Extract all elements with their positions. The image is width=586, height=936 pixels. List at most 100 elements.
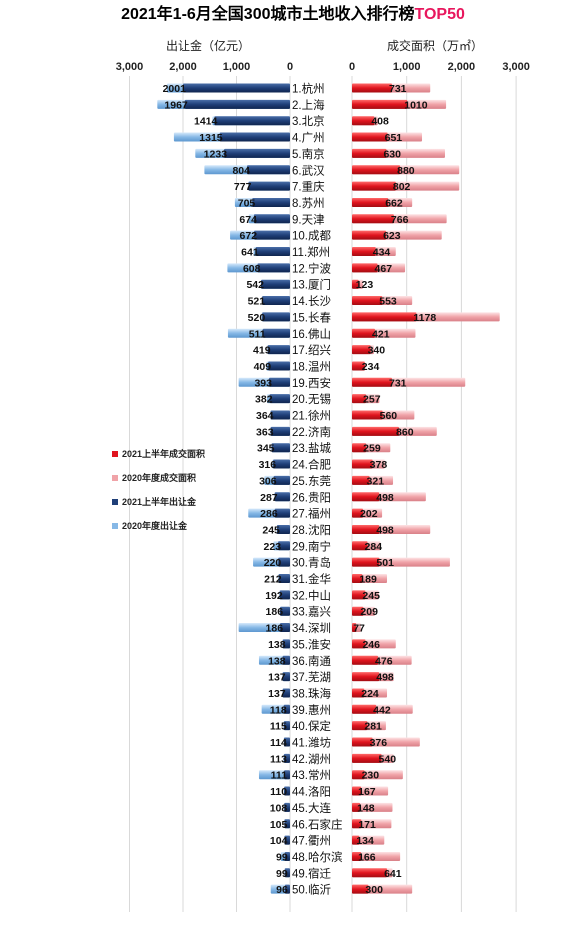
row-42: 113 42.湖州 540 bbox=[270, 752, 396, 766]
area-value-label: 189 bbox=[359, 574, 377, 586]
row-45: 108 45.大连 148 bbox=[270, 801, 393, 815]
fee-value-label: 672 bbox=[240, 230, 258, 242]
bar-fee-2021 bbox=[284, 884, 290, 894]
fee-value-label: 316 bbox=[259, 459, 277, 471]
bar-fee-2021 bbox=[267, 345, 290, 355]
area-value-label: 467 bbox=[375, 263, 393, 275]
bar-fee-2021 bbox=[214, 116, 290, 126]
area-value-label: 501 bbox=[376, 557, 394, 569]
row-4: 1315 4.广州 651 bbox=[173, 132, 423, 145]
bar-area-2021 bbox=[352, 884, 369, 894]
city-label: 7.重庆 bbox=[292, 180, 325, 194]
fee-value-label: 409 bbox=[254, 361, 272, 373]
left-tick-label: 3,000 bbox=[116, 61, 144, 73]
bar-area-2021 bbox=[352, 541, 368, 551]
row-41: 114 41.潍坊 376 bbox=[270, 736, 420, 750]
right-axis-ticks: 0 1,000 2,000 3,000 bbox=[349, 61, 530, 73]
area-value-label: 77 bbox=[353, 623, 365, 635]
city-label: 43.常州 bbox=[292, 769, 331, 782]
fee-value-label: 1967 bbox=[164, 99, 188, 111]
row-2: 1967 2.上海 1010 bbox=[157, 98, 447, 112]
area-value-label: 378 bbox=[370, 459, 388, 471]
area-value-label: 434 bbox=[373, 247, 391, 259]
bar-area-2021 bbox=[352, 345, 371, 355]
legend: 2021上半年成交面积 2020年度成交面积 2021上半年出让金 2020年度出让金 bbox=[112, 448, 205, 531]
row-43: 111 43.常州 230 bbox=[258, 769, 403, 782]
bar-area-2021 bbox=[352, 819, 362, 829]
bar-area-2021 bbox=[352, 279, 359, 289]
bar-fee-2021 bbox=[270, 426, 290, 436]
bar-area-2021 bbox=[352, 802, 361, 812]
area-value-label: 134 bbox=[356, 835, 374, 847]
bar-area-2021 bbox=[352, 148, 387, 158]
row-19: 393 19.西安 731 bbox=[238, 376, 466, 390]
bar-area-2021 bbox=[352, 688, 365, 698]
city-label: 24.合肥 bbox=[292, 458, 331, 472]
row-48: 99 48.哈尔滨 166 bbox=[276, 850, 401, 864]
area-value-label: 540 bbox=[379, 753, 397, 765]
row-3: 1414 3.北京 408 bbox=[194, 114, 389, 128]
chart-title-accent: TOP50 bbox=[415, 6, 466, 23]
chart-title: 2021年1-6月全国300城市土地收入排行榜TOP50 bbox=[121, 4, 465, 23]
city-label: 11.郑州 bbox=[292, 245, 330, 259]
row-10: 672 10.成都 623 bbox=[230, 230, 442, 243]
row-26: 287 26.贵阳 498 bbox=[260, 491, 426, 504]
area-value-label: 1178 bbox=[413, 312, 436, 324]
fee-value-label: 111 bbox=[271, 770, 288, 782]
area-value-label: 166 bbox=[358, 851, 376, 863]
bar-area-2021 bbox=[352, 116, 375, 126]
bar-fee-2021 bbox=[282, 672, 290, 682]
fee-value-label: 393 bbox=[254, 377, 272, 389]
row-29: 223 29.南宁 284 bbox=[264, 539, 383, 553]
fee-value-label: 99 bbox=[276, 868, 288, 880]
city-label: 22.济南 bbox=[292, 425, 331, 439]
fee-value-label: 137 bbox=[268, 688, 286, 700]
area-value-label: 421 bbox=[372, 328, 390, 340]
bar-area-2020 bbox=[352, 835, 385, 845]
city-label: 49.宿迁 bbox=[292, 866, 331, 880]
bar-area-2021 bbox=[352, 492, 380, 502]
area-value-label: 340 bbox=[368, 345, 386, 357]
bar-fee-2021 bbox=[224, 148, 290, 158]
area-value-label: 498 bbox=[376, 524, 394, 536]
left-tick-label: 1,000 bbox=[223, 61, 251, 73]
city-label: 32.中山 bbox=[292, 589, 331, 602]
row-13: 542 13.厦门 123 bbox=[246, 278, 373, 292]
bar-fee-2021 bbox=[262, 296, 290, 306]
city-label: 20.无锡 bbox=[292, 392, 331, 406]
bar-area-2021 bbox=[352, 426, 400, 436]
bar-area-2021 bbox=[352, 247, 376, 256]
row-50: 96 50.临沂 300 bbox=[270, 883, 413, 897]
row-5: 1233 5.南京 630 bbox=[195, 147, 445, 161]
bar-area-2021 bbox=[352, 165, 401, 175]
city-label: 13.厦门 bbox=[292, 278, 331, 292]
city-label: 45.大连 bbox=[292, 801, 331, 815]
bar-area-2021 bbox=[352, 786, 362, 796]
bar-area-2020 bbox=[352, 770, 403, 780]
bar-fee-2021 bbox=[284, 786, 290, 796]
city-label: 31.金华 bbox=[292, 572, 331, 586]
bar-fee-2021 bbox=[268, 377, 290, 387]
row-11: 641 11.郑州 434 bbox=[241, 245, 396, 259]
bar-area-2021 bbox=[352, 590, 366, 600]
area-value-label: 731 bbox=[389, 83, 407, 95]
row-25: 306 25.东莞 321 bbox=[259, 475, 394, 488]
row-27: 286 27.福州 202 bbox=[248, 507, 383, 521]
row-30: 220 30.青岛 501 bbox=[253, 556, 450, 570]
area-value-label: 257 bbox=[363, 394, 381, 406]
area-value-label: 641 bbox=[384, 868, 402, 880]
city-label: 50.临沂 bbox=[292, 883, 331, 897]
city-label: 37.芜湖 bbox=[292, 670, 331, 684]
fee-value-label: 137 bbox=[268, 672, 286, 684]
area-value-label: 171 bbox=[358, 819, 376, 831]
bar-area-2021 bbox=[352, 672, 380, 682]
area-value-label: 1010 bbox=[404, 99, 428, 111]
area-value-label: 246 bbox=[362, 639, 380, 651]
right-axis-title: 成交面积（万㎡） bbox=[387, 38, 483, 53]
bar-fee-2021 bbox=[262, 328, 290, 338]
city-label: 33.嘉兴 bbox=[292, 606, 331, 619]
fee-value-label: 96 bbox=[276, 884, 288, 896]
bar-fee-2021 bbox=[280, 623, 290, 633]
area-value-label: 167 bbox=[358, 786, 376, 798]
